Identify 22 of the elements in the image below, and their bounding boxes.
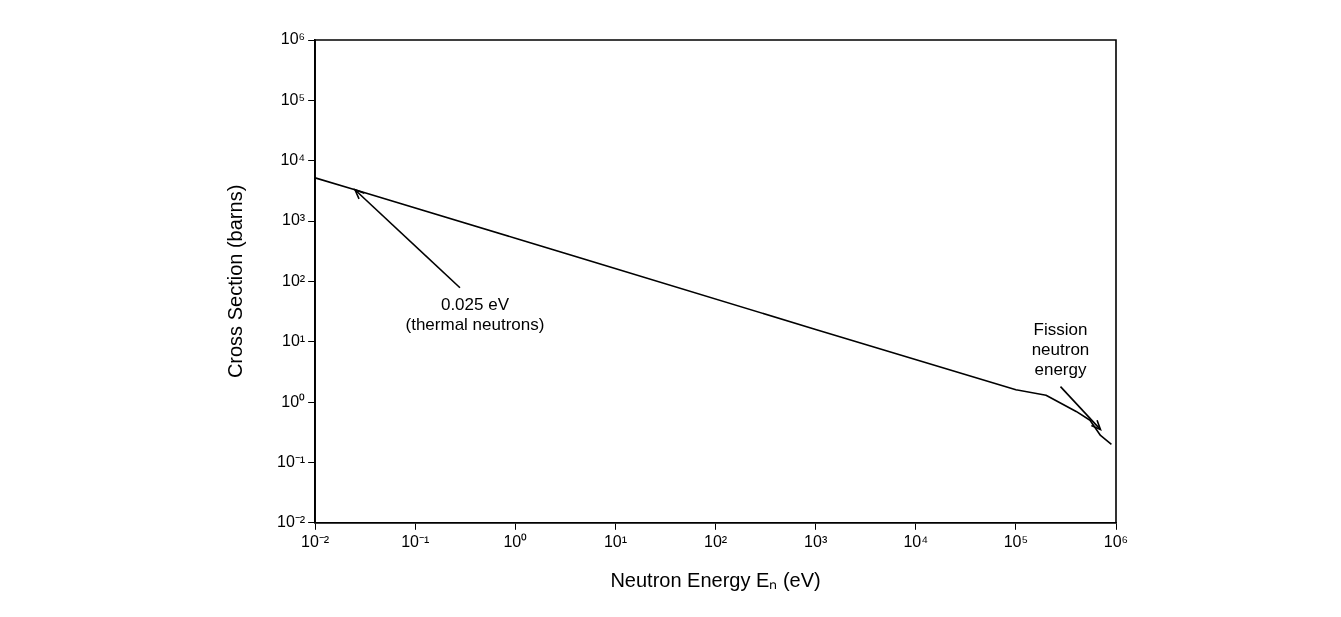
x-tick-label: 10² [704,532,728,550]
y-tick-label: 10⁵ [280,90,306,108]
x-tick-label: 10³ [804,532,828,550]
y-tick-label: 10⁴ [280,151,306,169]
y-tick-label: 10⁰ [281,392,306,410]
x-tick-label: 10⁰ [503,532,528,550]
x-axis-title: Neutron Energy Eₙ (eV) [610,568,821,591]
annotation: 0.025 eV (thermal neutrons) [405,294,545,334]
x-tick-label: 10⁶ [1103,532,1129,550]
y-tick-label: 10⁻² [277,513,306,531]
x-tick-label: 10⁵ [1003,532,1029,550]
x-tick-label: 10¹ [603,532,628,550]
x-tick-label: 10⁴ [903,532,929,550]
y-axis-title: Cross Section (barns) [223,184,246,379]
x-tick-label: 10⁻¹ [401,532,430,550]
x-tick-label: 10⁻² [301,532,330,550]
y-tick-label: 10⁶ [280,30,306,48]
y-tick-label: 10¹ [282,332,306,350]
y-tick-label: 10⁻¹ [277,452,306,470]
annotation: Fission neutron energy [1031,319,1090,379]
y-tick-label: 10³ [282,211,306,229]
y-tick-label: 10² [282,271,306,289]
